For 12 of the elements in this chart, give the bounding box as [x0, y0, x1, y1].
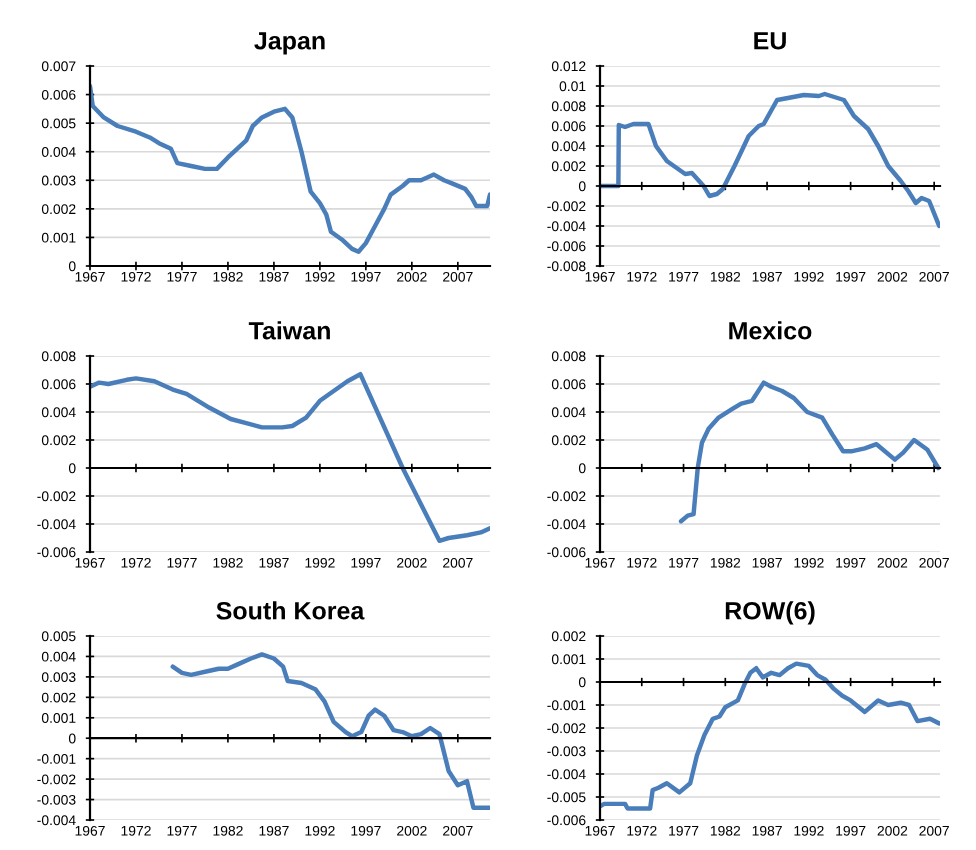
chart-title: Japan: [254, 32, 325, 55]
chart-title: Mexico: [729, 321, 812, 340]
line-series: [600, 661, 940, 811]
chart-title: Taiwan: [248, 321, 330, 340]
line-series: [600, 91, 940, 229]
chart-title: ROW(6): [725, 601, 815, 625]
line-series: [90, 83, 490, 254]
chart-title: South Korea: [216, 601, 365, 620]
chart-title: EU: [754, 32, 786, 50]
line-series: [90, 371, 490, 544]
line-series: [170, 652, 490, 810]
line-series: [678, 380, 940, 524]
